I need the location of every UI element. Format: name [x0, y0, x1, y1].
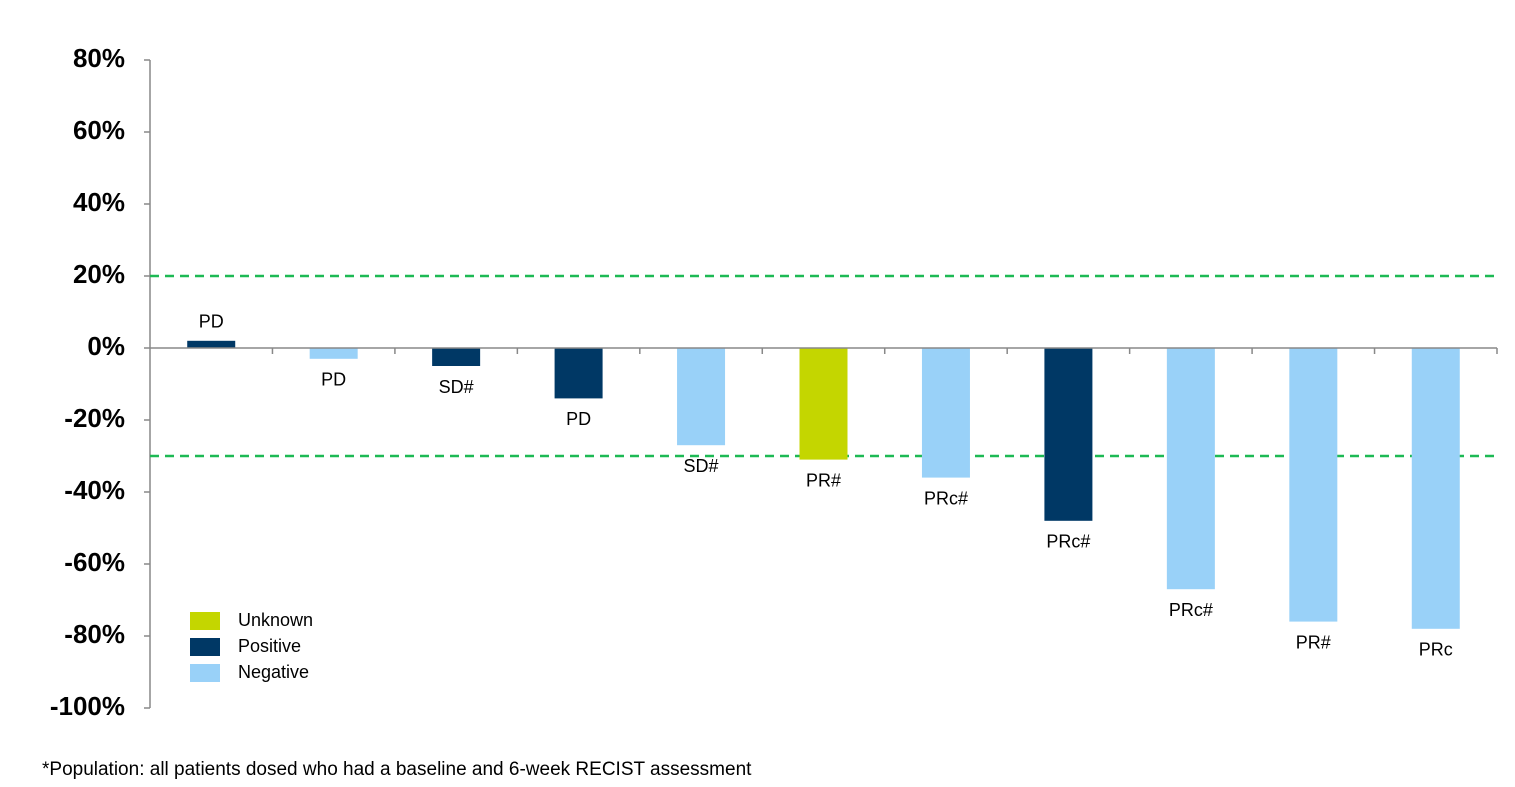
bar-label: PD — [199, 312, 224, 332]
bar-label: PRc# — [1046, 532, 1090, 552]
bar — [677, 348, 726, 446]
bar — [554, 348, 603, 399]
footnote: *Population: all patients dosed who had … — [42, 759, 752, 780]
legend-swatch — [190, 612, 220, 630]
y-tick-label: 60% — [73, 115, 125, 145]
bar-label: PRc# — [924, 488, 968, 508]
y-tick-label: -20% — [64, 403, 125, 433]
y-tick-label: 20% — [73, 259, 125, 289]
bar — [309, 348, 358, 359]
bar — [1411, 348, 1460, 629]
y-tick-label: 40% — [73, 187, 125, 217]
bar-label: SD# — [684, 456, 719, 476]
y-tick-label: 80% — [73, 43, 125, 73]
legend-label: Negative — [238, 662, 309, 682]
bar — [187, 340, 236, 348]
bar-label: PR# — [806, 470, 841, 490]
bar — [799, 348, 848, 460]
bar — [1044, 348, 1093, 521]
legend-swatch — [190, 664, 220, 682]
bar-label: PRc# — [1169, 600, 1213, 620]
y-tick-label: -100% — [50, 691, 125, 721]
bar-label: PD — [566, 409, 591, 429]
bar-label: PR# — [1296, 632, 1331, 652]
bar — [1289, 348, 1338, 622]
bar — [921, 348, 970, 478]
y-tick-label: -40% — [64, 475, 125, 505]
legend-label: Positive — [238, 636, 301, 656]
y-tick-label: -80% — [64, 619, 125, 649]
y-tick-label: -60% — [64, 547, 125, 577]
bar — [432, 348, 481, 366]
y-tick-label: 0% — [87, 331, 125, 361]
bar-label: SD# — [439, 377, 474, 397]
legend-swatch — [190, 638, 220, 656]
bar-label: PRc — [1419, 640, 1453, 660]
legend-label: Unknown — [238, 610, 313, 630]
bar-label: PD — [321, 370, 346, 390]
bar — [1166, 348, 1215, 590]
